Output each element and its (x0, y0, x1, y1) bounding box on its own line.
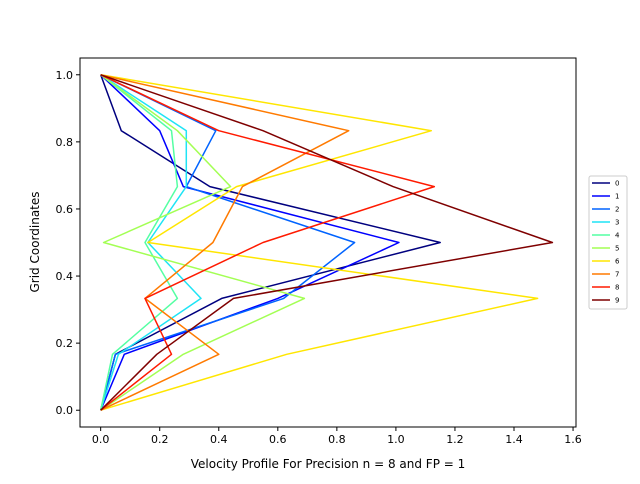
legend-label-6: 6 (615, 258, 620, 266)
x-tick-label: 1.6 (564, 433, 582, 446)
y-tick-label: 0.6 (56, 203, 74, 216)
legend-label-2: 2 (615, 206, 619, 214)
x-tick-label: 1.2 (446, 433, 464, 446)
legend-label-5: 5 (615, 245, 619, 253)
legend-label-0: 0 (615, 180, 619, 188)
series-line-9 (100, 74, 554, 411)
y-tick-label: 0.4 (56, 270, 74, 283)
legend-label-4: 4 (615, 232, 620, 240)
x-tick-label: 0.2 (151, 433, 169, 446)
x-axis-label: Velocity Profile For Precision n = 8 and… (191, 457, 466, 471)
legend: 0 1 2 3 4 5 6 7 8 9 (588, 175, 628, 310)
legend-label-7: 7 (615, 271, 619, 279)
legend-label-3: 3 (615, 219, 619, 227)
series-line-6 (100, 74, 539, 411)
y-axis-label: Grid Coordinates (28, 191, 42, 292)
plot-frame (79, 57, 577, 428)
x-tick-label: 0.4 (210, 433, 228, 446)
series-layer (99, 74, 554, 411)
legend-label-1: 1 (615, 193, 619, 201)
series-line-7 (100, 74, 350, 411)
y-tick-label: 0.8 (56, 136, 74, 149)
x-tick-label: 0.6 (269, 433, 287, 446)
series-line-5 (100, 74, 306, 411)
x-axis: 0.0 0.2 0.4 0.6 0.8 1.0 1.2 1.4 1.6 (92, 427, 582, 446)
x-tick-label: 1.0 (387, 433, 405, 446)
x-tick-label: 0.8 (328, 433, 346, 446)
series-line-8 (100, 74, 436, 411)
series-line-2 (99, 74, 356, 411)
x-tick-label: 1.4 (505, 433, 523, 446)
y-tick-label: 0.2 (56, 337, 74, 350)
y-tick-label: 1.0 (56, 69, 74, 82)
legend-label-8: 8 (615, 284, 619, 292)
legend-label-9: 9 (615, 297, 619, 305)
y-tick-label: 0.0 (56, 404, 74, 417)
y-axis: 0.0 0.2 0.4 0.6 0.8 1.0 (56, 69, 80, 417)
series-line-1 (100, 74, 400, 411)
series-line-4 (99, 74, 179, 411)
x-tick-label: 0.0 (92, 433, 110, 446)
